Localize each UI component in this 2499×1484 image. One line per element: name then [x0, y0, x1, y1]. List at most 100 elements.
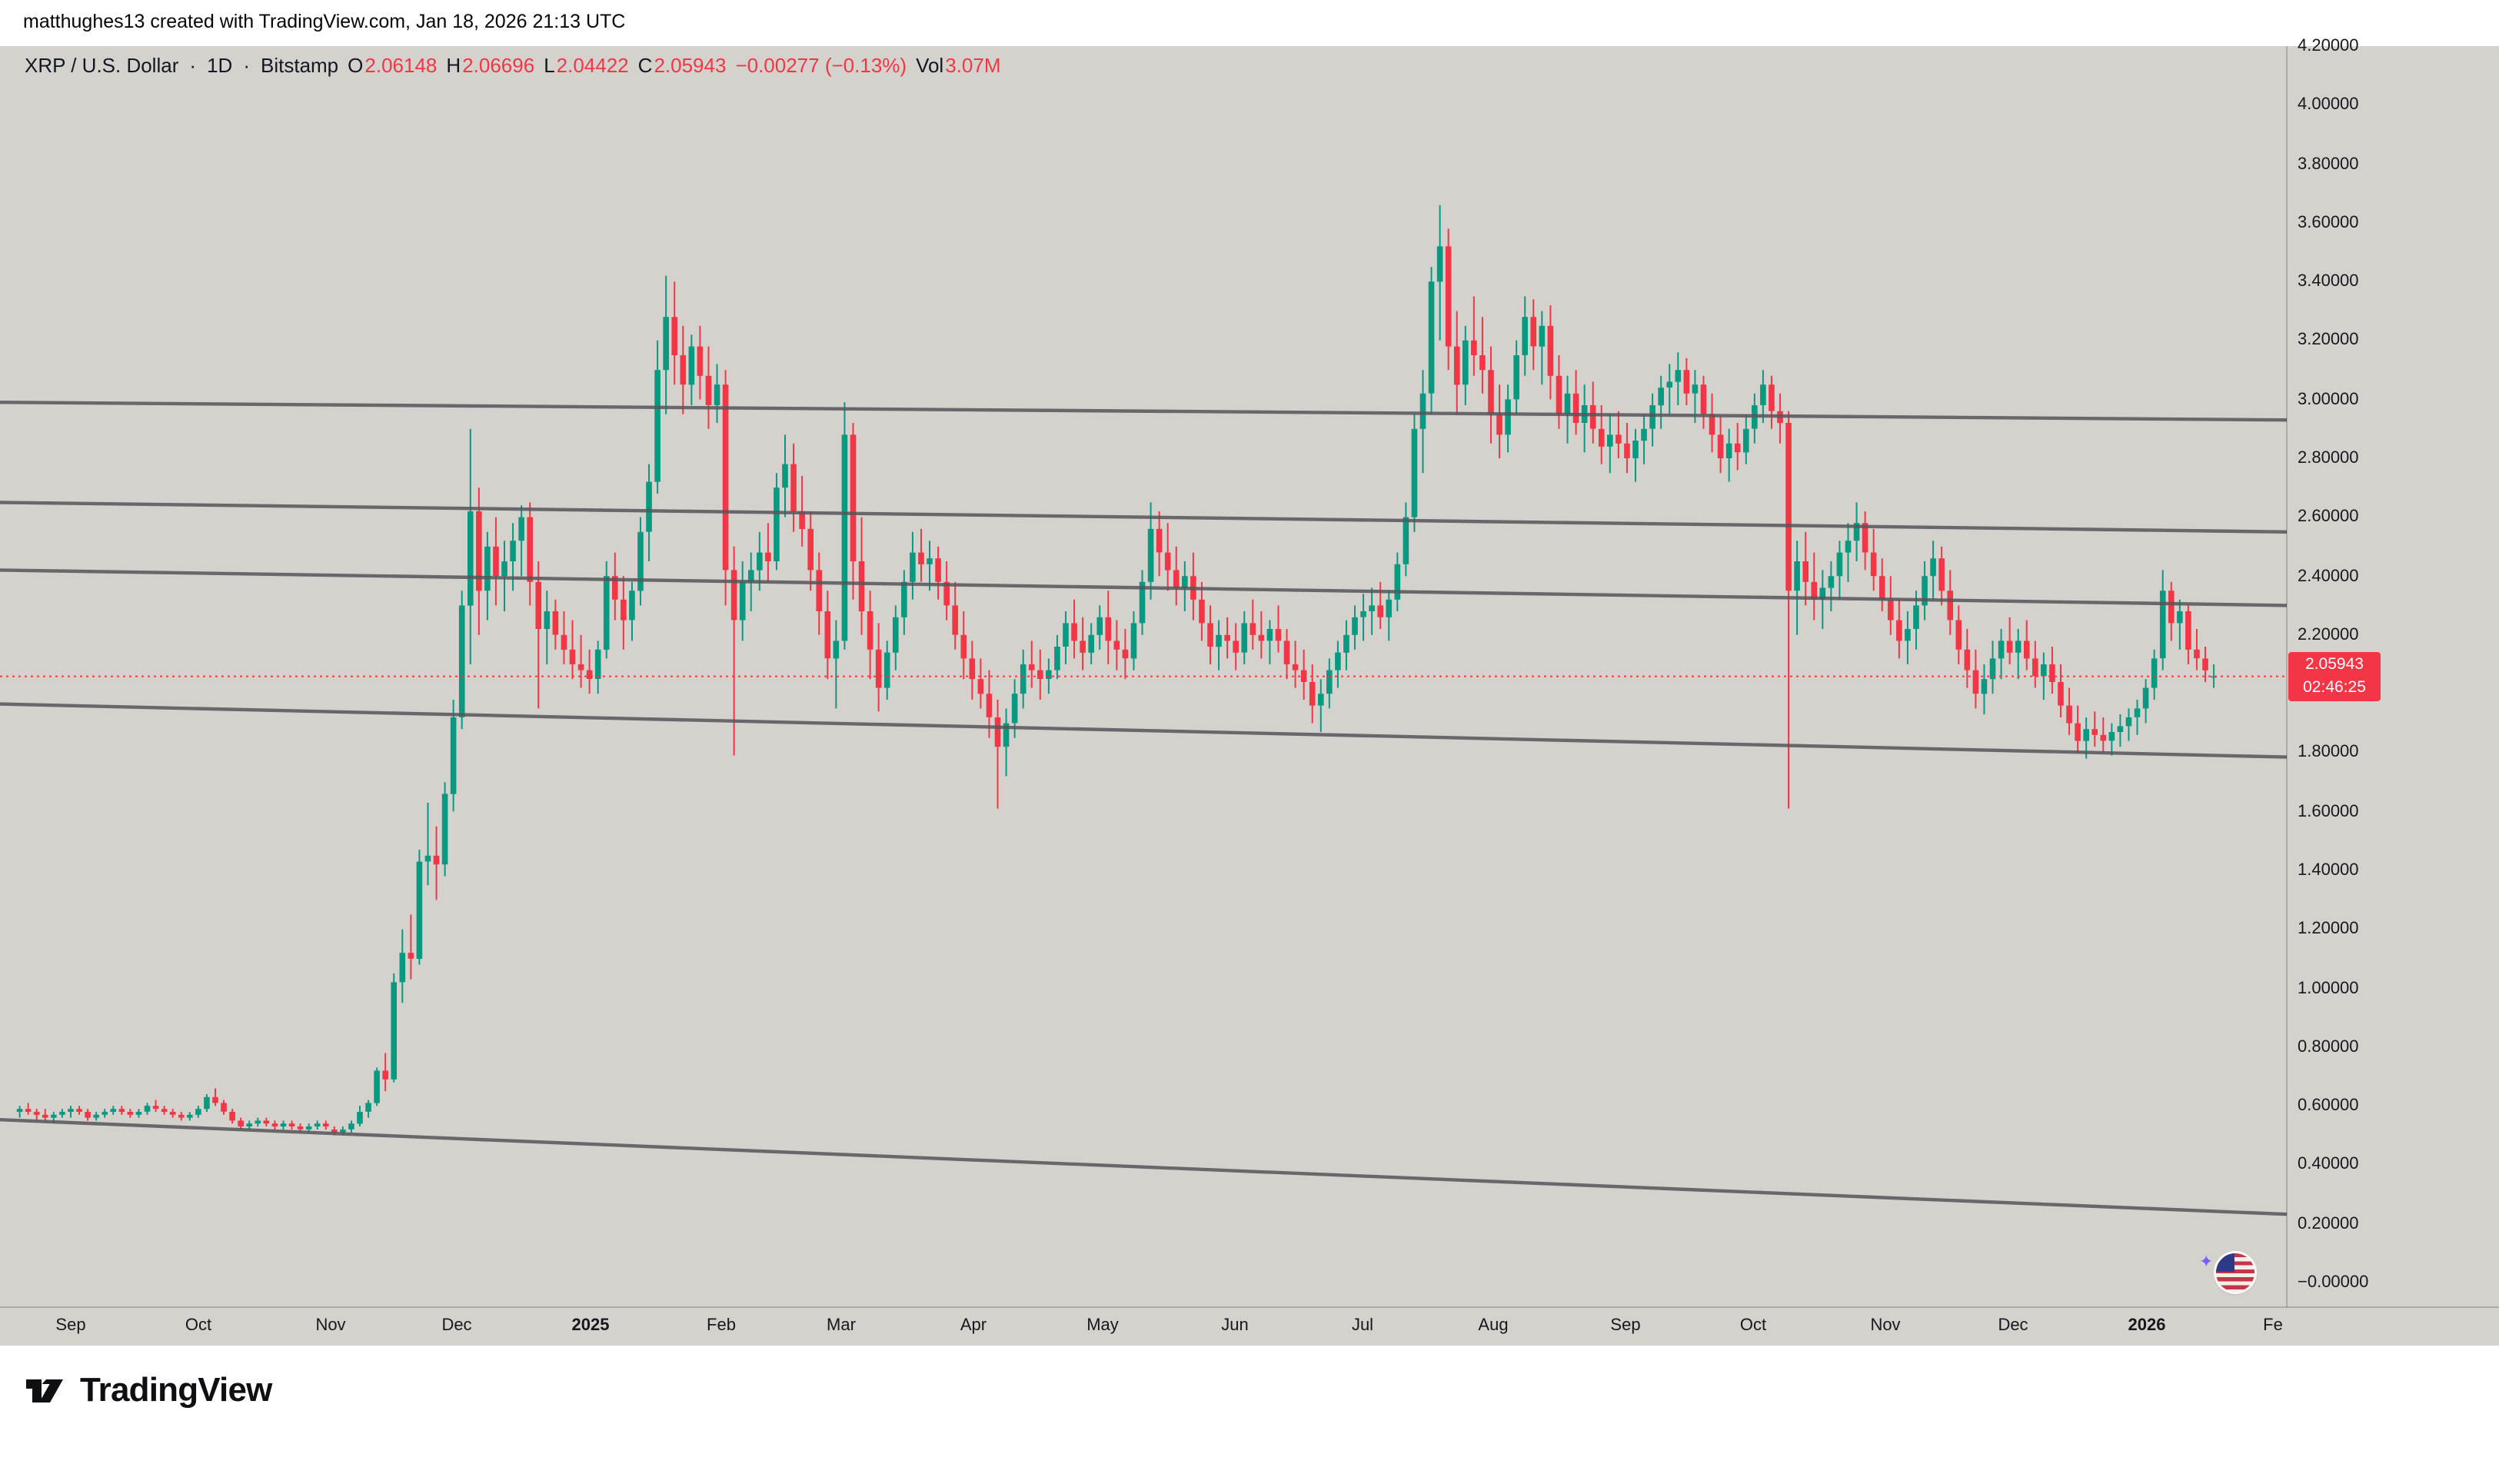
candle [374, 1067, 380, 1106]
symbol-title[interactable]: XRP / U.S. Dollar [25, 54, 179, 77]
candle [1164, 523, 1171, 591]
low-value: 2.04422 [556, 54, 629, 77]
candle [357, 1106, 363, 1126]
candle [663, 275, 669, 414]
candle [441, 782, 448, 877]
candle [774, 473, 780, 571]
price-chart-canvas[interactable] [0, 46, 2499, 1346]
candle [458, 591, 465, 730]
tradingview-wordmark[interactable]: TradingView [80, 1370, 272, 1409]
candle [1581, 384, 1588, 453]
trend-line[interactable] [0, 501, 2288, 534]
candle [994, 700, 1001, 809]
time-axis-label: Nov [315, 1316, 346, 1335]
candle [561, 611, 567, 664]
candle [1853, 502, 1860, 561]
sparkle-icon: ✦ [2199, 1253, 2214, 1272]
candle [2151, 649, 2158, 700]
candle [255, 1117, 261, 1126]
candle [408, 914, 414, 980]
time-axis-label: Dec [441, 1316, 472, 1335]
candle [927, 541, 933, 591]
trend-line[interactable] [0, 1118, 2288, 1216]
chart-area[interactable]: XRP / U.S. Dollar · 1D · Bitstamp O 2.061… [0, 37, 2499, 1346]
bar-countdown: 02:46:25 [2303, 677, 2366, 697]
candle [2202, 647, 2208, 682]
candle [1811, 552, 1818, 621]
candle [2211, 664, 2217, 688]
candle [1054, 634, 1060, 680]
candle [577, 634, 584, 688]
candle [1556, 355, 1562, 429]
candle [1479, 317, 1486, 394]
candle [450, 700, 457, 812]
candle [1505, 384, 1511, 453]
candle [1233, 623, 1239, 670]
flag-canton [2216, 1253, 2235, 1272]
candle [1241, 611, 1248, 664]
candle [1683, 358, 1690, 405]
candle [2194, 629, 2200, 670]
candle [544, 591, 551, 664]
trend-line[interactable] [0, 568, 2288, 607]
candle [1020, 649, 1027, 709]
candle [1250, 599, 1256, 650]
candle [892, 605, 899, 670]
candle [527, 502, 533, 606]
candle [1632, 428, 1639, 482]
candle [1335, 641, 1341, 688]
candle [118, 1106, 125, 1115]
candle [790, 443, 797, 532]
candle [2108, 723, 2115, 756]
candle [816, 552, 823, 635]
candle [187, 1112, 193, 1121]
candle [322, 1120, 329, 1130]
attribution-text: matthughes13 created with TradingView.co… [23, 11, 626, 32]
candle [807, 511, 814, 591]
candle [280, 1120, 287, 1130]
candle [238, 1117, 244, 1130]
candle [824, 591, 831, 680]
candle [1641, 414, 1647, 464]
candle [2058, 664, 2064, 717]
candle [2006, 617, 2013, 664]
candle [1130, 611, 1137, 670]
candle [594, 641, 601, 694]
tradingview-logo-icon[interactable] [22, 1367, 68, 1413]
candle [1173, 546, 1180, 606]
legend-separator: · [189, 54, 197, 77]
candle [1888, 576, 1894, 635]
candle [416, 850, 423, 965]
candle [841, 402, 848, 650]
candle [782, 434, 788, 517]
open-value: 2.06148 [364, 54, 438, 77]
trend-line[interactable] [0, 702, 2288, 759]
candle [59, 1109, 65, 1118]
interval-label[interactable]: 1D [207, 54, 233, 77]
candle [1616, 411, 1622, 458]
candle [1386, 591, 1393, 641]
open-label: O [348, 54, 364, 77]
trend-line[interactable] [0, 401, 2288, 422]
candle [1777, 393, 1783, 444]
time-axis-label: 2026 [2128, 1316, 2166, 1335]
candle [1199, 581, 1205, 641]
candle [2125, 708, 2132, 741]
symbol-legend: XRP / U.S. Dollar · 1D · Bitstamp O 2.061… [25, 54, 1001, 77]
time-axis-label: Mar [827, 1316, 856, 1335]
candle [1742, 414, 1749, 464]
candle [671, 281, 678, 385]
candle [1981, 664, 1988, 714]
candle [688, 334, 695, 405]
candle [221, 1100, 227, 1115]
candle [1377, 581, 1383, 629]
ohlc-open: O 2.06148 [348, 54, 437, 77]
candle [271, 1120, 278, 1130]
candle [110, 1106, 117, 1115]
time-axis[interactable]: Sep Oct Nov Dec 2025 Feb Mar Apr May Jun Jul Aug Sep… [0, 1309, 2499, 1346]
trendlines-layer [0, 401, 2288, 1216]
candle [637, 517, 644, 606]
candle [2066, 687, 2072, 735]
candle [433, 826, 440, 900]
time-axis-label: 2025 [571, 1316, 610, 1335]
